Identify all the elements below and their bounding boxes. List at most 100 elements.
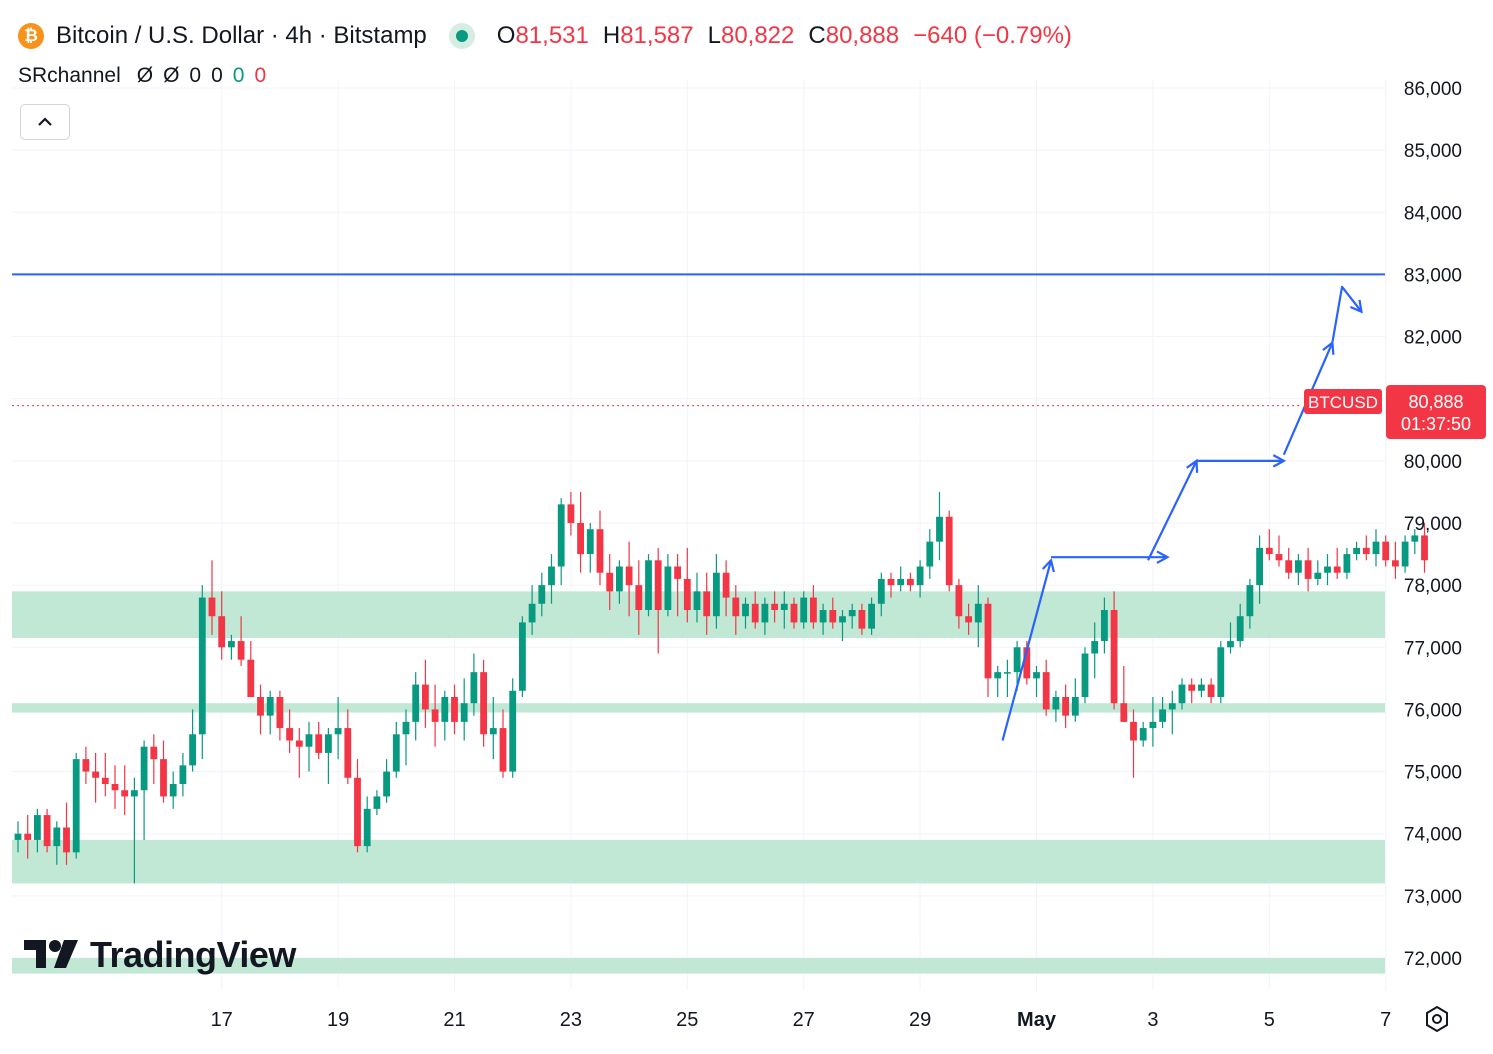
market-status-icon[interactable] bbox=[448, 23, 475, 49]
candle-body bbox=[53, 827, 61, 847]
candle-body bbox=[548, 566, 555, 586]
candle bbox=[257, 684, 264, 735]
candle-body bbox=[693, 591, 701, 610]
candle-body bbox=[1362, 547, 1370, 555]
candle-body bbox=[616, 566, 623, 592]
candle bbox=[121, 765, 129, 816]
candle bbox=[179, 752, 187, 797]
candle bbox=[1130, 709, 1137, 778]
candle-body bbox=[1382, 541, 1390, 561]
symbol-title[interactable]: Bitcoin / U.S. Dollar · 4h · Bitstamp bbox=[56, 22, 427, 49]
candle-body bbox=[703, 591, 711, 617]
candle bbox=[519, 616, 526, 697]
ohlc-low: L80,822 bbox=[707, 22, 795, 49]
candle-body bbox=[965, 616, 972, 623]
candle-body bbox=[257, 697, 264, 716]
candle bbox=[1421, 523, 1428, 573]
candle bbox=[1188, 678, 1196, 704]
candle bbox=[1217, 641, 1225, 704]
candle-body bbox=[800, 597, 808, 623]
time-tick-label: May bbox=[1017, 1009, 1057, 1031]
candle-body bbox=[92, 771, 99, 778]
candle bbox=[761, 597, 769, 635]
candle-body bbox=[1188, 684, 1196, 691]
candle-body bbox=[538, 585, 546, 604]
candle-body bbox=[606, 572, 614, 592]
candle bbox=[509, 678, 517, 778]
candle bbox=[169, 771, 177, 809]
candle bbox=[344, 709, 352, 784]
candle bbox=[664, 554, 672, 617]
time-tick-label: 17 bbox=[211, 1009, 233, 1031]
trend-arrow-head bbox=[1349, 299, 1363, 314]
candle bbox=[1227, 622, 1234, 654]
candle bbox=[373, 790, 381, 816]
indicator-value: 0 bbox=[254, 64, 267, 87]
candle-body bbox=[916, 566, 924, 586]
candle-body bbox=[1207, 684, 1215, 697]
candle bbox=[1314, 560, 1322, 586]
candle bbox=[819, 603, 827, 635]
candle-body bbox=[625, 566, 633, 586]
candle bbox=[150, 734, 158, 784]
candle bbox=[1343, 547, 1351, 579]
last-price-label: 80,888 bbox=[1408, 392, 1463, 412]
trend-arrow bbox=[1001, 559, 1053, 741]
candle-body bbox=[1081, 653, 1089, 697]
candle-body bbox=[1295, 560, 1302, 573]
candle-body bbox=[489, 728, 497, 735]
collapse-legend-button[interactable] bbox=[20, 104, 70, 140]
indicator-legend[interactable]: SRchannel Ø Ø 0 0 0 0 bbox=[18, 64, 266, 88]
candle bbox=[1411, 529, 1419, 555]
candle bbox=[1139, 721, 1147, 747]
candle-body bbox=[286, 728, 293, 741]
settings-icon[interactable] bbox=[1422, 1004, 1452, 1034]
symbol-tag: BTCUSD bbox=[1308, 393, 1378, 412]
trend-arrow bbox=[1331, 285, 1363, 343]
candle bbox=[422, 659, 429, 729]
candle-body bbox=[363, 808, 371, 847]
candle-body bbox=[528, 603, 536, 623]
countdown-label: 01:37:50 bbox=[1401, 414, 1471, 434]
indicator-value: 0 bbox=[211, 64, 223, 87]
support-zone bbox=[12, 703, 1385, 713]
candle-body bbox=[945, 516, 953, 586]
ohlc-close: C80,888 bbox=[808, 22, 900, 49]
candle bbox=[1401, 535, 1409, 573]
candle-body bbox=[1275, 554, 1283, 561]
candle bbox=[586, 523, 594, 573]
candle-body bbox=[645, 560, 652, 610]
candle bbox=[431, 684, 439, 747]
candle bbox=[72, 752, 80, 859]
price-tick-label: 86,000 bbox=[1404, 79, 1462, 100]
candle-body bbox=[1304, 560, 1312, 579]
candle bbox=[1071, 678, 1079, 722]
candle-body bbox=[72, 759, 80, 853]
candle-body bbox=[208, 597, 216, 617]
candle bbox=[557, 498, 565, 586]
candle bbox=[218, 591, 226, 660]
price-tick-label: 74,000 bbox=[1404, 825, 1462, 846]
candle-body bbox=[810, 597, 817, 623]
candle-body bbox=[131, 790, 138, 797]
candle-body bbox=[24, 833, 32, 840]
candle-body bbox=[1071, 697, 1079, 716]
indicator-value: Ø bbox=[136, 64, 154, 87]
candle bbox=[868, 597, 875, 635]
candle bbox=[247, 641, 255, 697]
candle bbox=[1149, 697, 1157, 747]
tradingview-logo[interactable]: TradingView bbox=[24, 934, 296, 976]
candle-body bbox=[984, 603, 992, 679]
candle bbox=[742, 597, 749, 629]
candle bbox=[984, 597, 992, 697]
time-tick-label: 25 bbox=[676, 1009, 698, 1031]
ohlc-values: O81,531 H81,587 L80,822 C80,888 −640 (−0… bbox=[497, 22, 1072, 50]
candle bbox=[1168, 690, 1176, 735]
trend-arrow bbox=[1147, 460, 1198, 561]
candle bbox=[295, 728, 303, 778]
candle bbox=[24, 815, 32, 859]
candle-body bbox=[771, 603, 778, 610]
time-tick-label: 21 bbox=[443, 1009, 465, 1031]
candle-body bbox=[63, 827, 70, 853]
